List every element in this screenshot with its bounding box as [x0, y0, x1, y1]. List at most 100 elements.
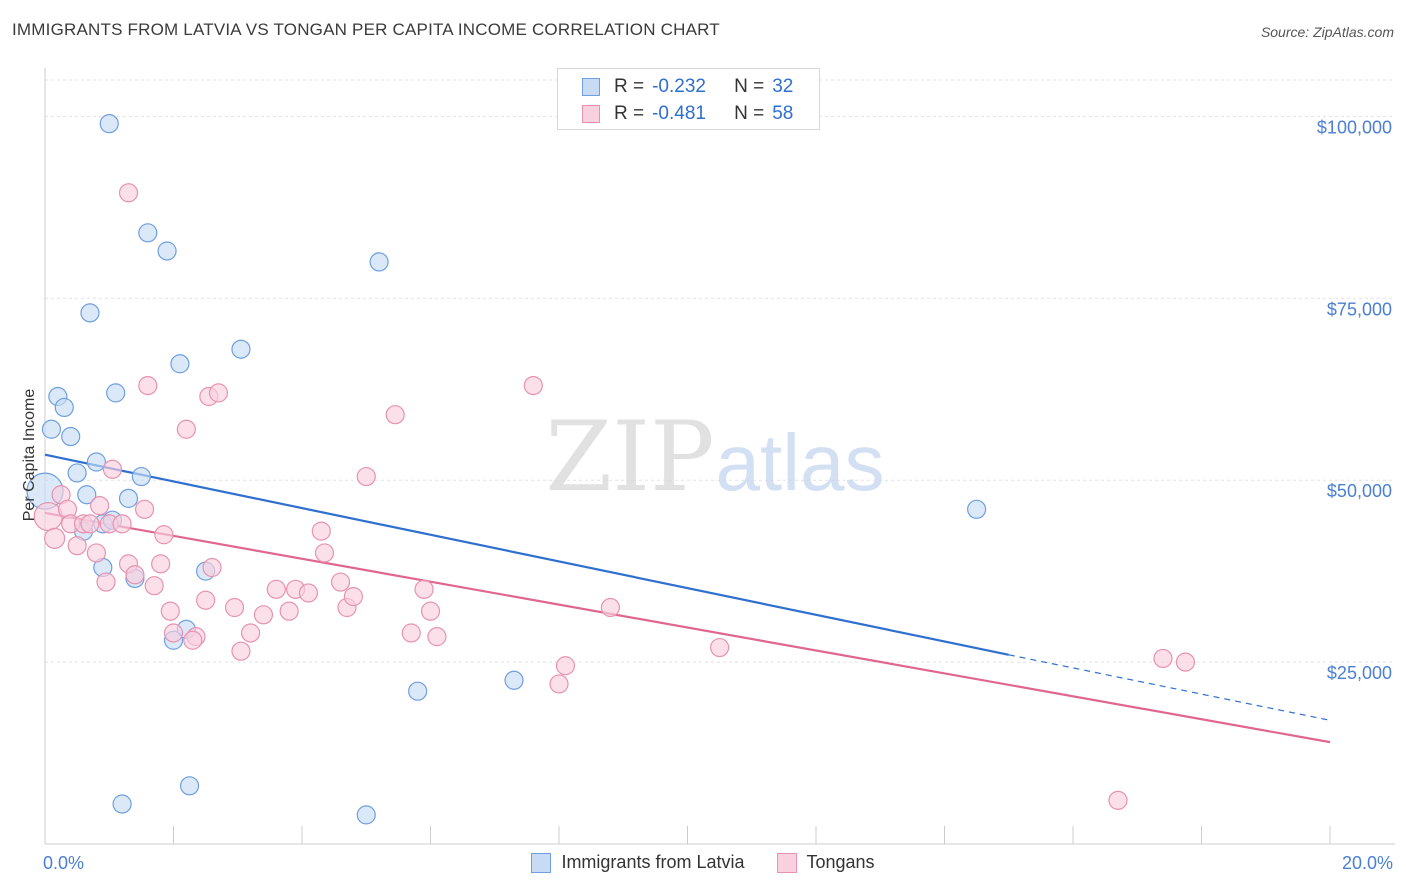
tongans-point [279, 601, 299, 621]
latvia-point [54, 397, 74, 418]
tongans-point [1153, 648, 1173, 669]
latvia-point [131, 466, 151, 487]
y-tick-label: $100,000 [1317, 117, 1392, 137]
axes [44, 68, 1395, 845]
tongans-point [160, 601, 180, 621]
latvia-point [112, 794, 132, 814]
tongans-point [420, 601, 441, 621]
r-label: R = [614, 103, 645, 124]
tongans-point [96, 572, 116, 592]
legend-item-latvia[interactable]: Immigrants from Latvia [531, 852, 745, 873]
x-tick-label: 0.0% [43, 853, 84, 873]
latvia-point [408, 681, 428, 701]
trend-lines [44, 453, 1331, 744]
n-label: N = [734, 76, 765, 97]
stats-row-latvia: R = -0.232 N = 32 [582, 76, 793, 98]
tongans-point [112, 514, 132, 534]
tongans-point [1108, 790, 1128, 810]
tongans-point [555, 656, 576, 676]
n-value: 32 [772, 76, 794, 97]
latvia-point [80, 303, 100, 323]
tick-labels: $25,000 $50,000 $75,000 $100,000 0.0% 20.0% [43, 117, 1393, 873]
latvia-point [106, 383, 126, 403]
latvia-point [231, 339, 251, 359]
tongans-swatch [582, 105, 600, 123]
latvia-point [67, 463, 87, 483]
tongans-point [144, 576, 164, 596]
tongans-point [427, 627, 447, 647]
tongans-point [356, 466, 376, 487]
tongans-point [298, 583, 319, 603]
latvia-point [356, 805, 376, 825]
tongans-point [224, 597, 245, 618]
watermark: ZIP atlas [545, 401, 884, 513]
tongans-point [385, 405, 405, 425]
tongans-legend-swatch [776, 852, 797, 873]
data-points [26, 114, 1196, 825]
tongans-point [80, 514, 100, 534]
grid-lines [45, 79, 1395, 663]
tongans-point [208, 383, 229, 403]
tongans-point [138, 376, 158, 396]
tongans-point [311, 521, 331, 541]
tongans-point [154, 525, 174, 545]
tongans-point [253, 605, 274, 625]
n-value: 58 [772, 103, 794, 124]
tongans-point [231, 641, 251, 661]
tongans-point [176, 419, 196, 439]
watermark-zip: ZIP [545, 401, 714, 513]
tongans-point [134, 499, 155, 519]
tongans-point [118, 183, 139, 203]
series-legend: Immigrants from Latvia Tongans [0, 852, 1406, 873]
r-value: -0.481 [652, 103, 706, 124]
tongans-point [90, 496, 110, 516]
tongans-point [151, 554, 171, 574]
latvia-point [61, 426, 81, 447]
tongans-point [196, 590, 216, 610]
stats-row-tongans: R = -0.481 N = 58 [582, 103, 793, 125]
tongans-point [33, 501, 63, 532]
tongans-point [414, 579, 434, 599]
tongans-point [44, 527, 66, 550]
latvia-point [967, 499, 987, 519]
tongans-point [600, 597, 621, 618]
legend-item-tongans[interactable]: Tongans [776, 852, 875, 873]
tongans-point [86, 543, 107, 563]
latvia-point [77, 485, 97, 505]
tongans-point [401, 623, 421, 643]
n-label: N = [734, 103, 765, 124]
series-tongans-points [33, 183, 1196, 810]
chart-title: IMMIGRANTS FROM LATVIA VS TONGAN PER CAP… [12, 20, 720, 39]
tongans-point [266, 579, 286, 599]
tongans-point [67, 536, 87, 556]
tongans-point [102, 459, 123, 479]
latvia-point [41, 419, 62, 439]
tongans-point [314, 543, 335, 563]
r-label: R = [614, 76, 645, 97]
tongans-point [241, 623, 261, 643]
stats-legend: R = -0.232 N = 32 R = -0.481 N = 58 [557, 68, 820, 130]
latvia-swatch [582, 78, 600, 96]
x-tick-label: 20.0% [1342, 853, 1393, 873]
latvia-legend-swatch [531, 852, 552, 873]
tongans-point [523, 376, 543, 396]
tongans-point [1175, 652, 1196, 672]
tongans-point [710, 637, 730, 658]
legend-label-tongans: Tongans [806, 852, 875, 872]
latvia-point [504, 670, 524, 690]
tongans-point [549, 674, 569, 694]
tongans-trend-line [44, 511, 1331, 744]
latvia-point [118, 488, 139, 508]
y-tick-label: $25,000 [1327, 663, 1392, 683]
latvia-point [170, 354, 190, 374]
tongans-point [125, 565, 145, 585]
tongans-point [343, 587, 363, 607]
tongans-point [202, 557, 222, 578]
latvia-point [99, 114, 119, 134]
latvia-point [138, 223, 158, 243]
y-axis-label: Per Capita Income [21, 389, 38, 522]
legend-label-latvia: Immigrants from Latvia [561, 852, 745, 872]
y-tick-label: $75,000 [1327, 299, 1392, 319]
latvia-point [369, 252, 389, 272]
